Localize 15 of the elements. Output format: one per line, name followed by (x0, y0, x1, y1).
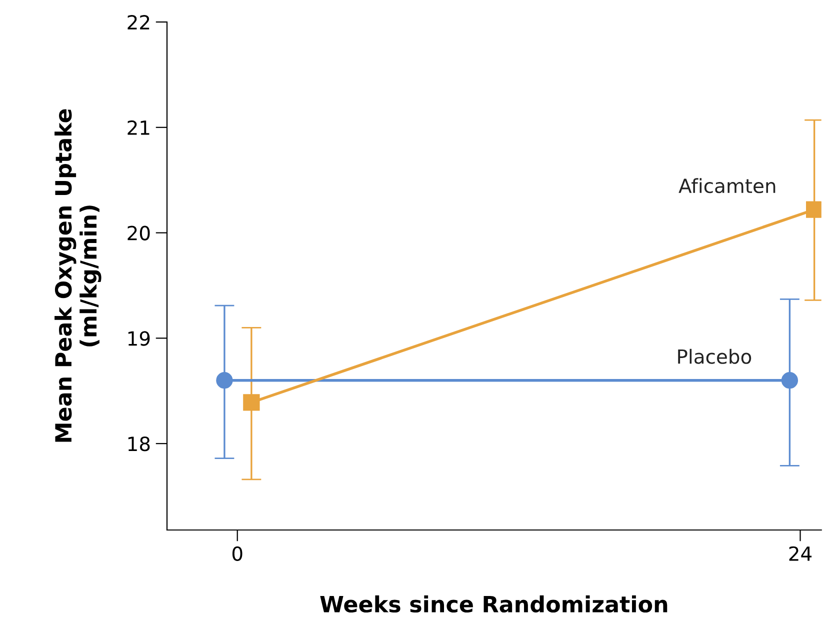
series-label: Placebo (678, 348, 752, 364)
y-tick-label: 20 (128, 226, 150, 240)
x-tick-label: 24 (789, 546, 812, 561)
point (243, 394, 260, 411)
y-tick-label: 22 (128, 14, 150, 30)
x-tick-label: 0 (232, 546, 242, 562)
x-axis-title: Weeks since Randomization (320, 595, 668, 613)
y-tick-label: 18 (128, 436, 150, 452)
y-tick-label: 19 (128, 331, 150, 346)
series-label: Aficamten (678, 178, 776, 194)
y-axis-title: Mean Peak Oxygen Uptake (ml/kg/min) (54, 109, 102, 442)
point (806, 201, 822, 218)
point (781, 372, 798, 389)
y-tick-label: 21 (128, 120, 150, 135)
point (216, 372, 233, 389)
